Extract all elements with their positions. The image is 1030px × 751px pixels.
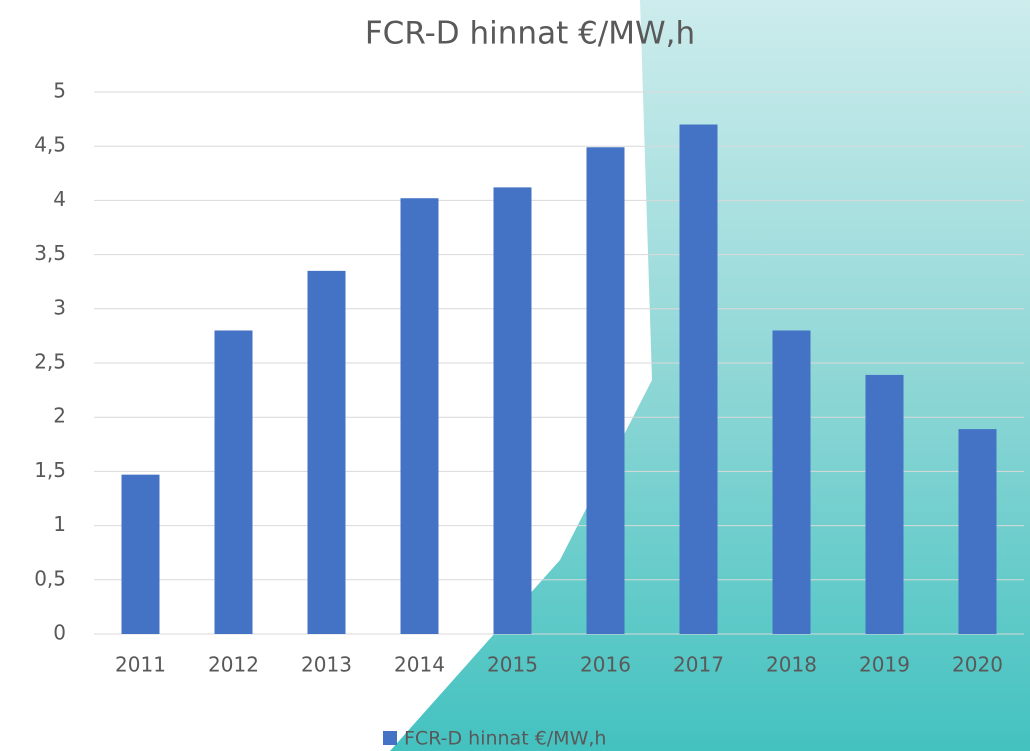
y-tick-label: 1,5	[34, 458, 66, 482]
y-tick-label: 0	[53, 621, 66, 645]
y-tick-label: 3,5	[34, 241, 66, 265]
y-tick-label: 4,5	[34, 133, 66, 157]
x-tick-label: 2018	[766, 653, 817, 677]
x-tick-label: 2011	[115, 653, 166, 677]
x-tick-label: 2016	[580, 653, 631, 677]
x-tick-label: 2020	[952, 653, 1003, 677]
legend-label: FCR-D hinnat €/MW,h	[404, 728, 606, 750]
x-tick-label: 2019	[859, 653, 910, 677]
chart-title: FCR-D hinnat €/MW,h	[365, 16, 695, 52]
y-tick-label: 2	[53, 404, 66, 428]
bar	[401, 198, 439, 634]
chart: FCR-D hinnat €/MW,h 0 0,5 1 1,5 2 2,5 3 3,5 4 4,5…	[0, 0, 1030, 751]
y-tick-label: 2,5	[34, 350, 66, 374]
y-tick-label: 4	[53, 187, 66, 211]
y-tick-label: 5	[53, 79, 66, 103]
bar	[680, 125, 718, 634]
bar	[959, 429, 997, 634]
bar	[773, 330, 811, 634]
y-tick-label: 1	[53, 512, 66, 536]
x-tick-label: 2014	[394, 653, 445, 677]
bar	[866, 375, 904, 634]
y-tick-label: 3	[53, 295, 66, 319]
bar	[494, 187, 532, 634]
x-tick-label: 2012	[208, 653, 259, 677]
y-tick-label: 0,5	[34, 566, 66, 590]
x-tick-label: 2013	[301, 653, 352, 677]
bar	[215, 330, 253, 634]
bar	[587, 147, 625, 634]
bar	[122, 475, 160, 634]
x-tick-label: 2015	[487, 653, 538, 677]
x-tick-label: 2017	[673, 653, 724, 677]
legend-swatch	[383, 731, 397, 745]
bar	[308, 271, 346, 634]
